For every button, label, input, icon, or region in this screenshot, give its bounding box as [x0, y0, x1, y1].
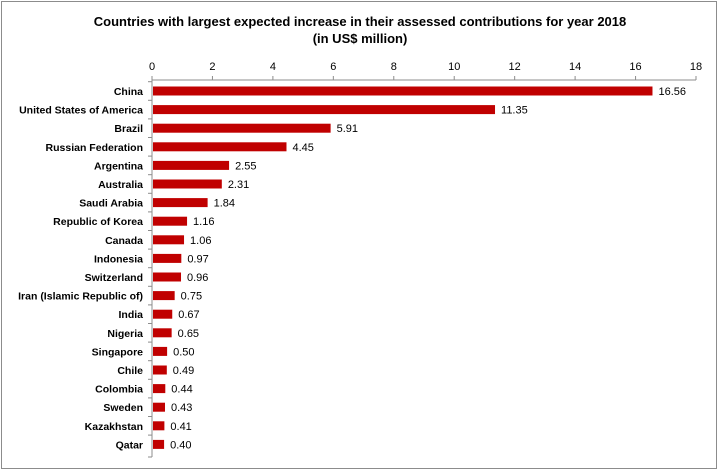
category-label: Canada [105, 235, 143, 247]
bar [153, 160, 230, 170]
x-tick-label: 2 [209, 61, 215, 73]
x-tick-label: 16 [629, 61, 641, 73]
data-label: 0.43 [171, 402, 192, 414]
data-label: 0.44 [171, 384, 192, 396]
data-label: 2.55 [235, 160, 256, 172]
data-label: 1.06 [190, 235, 211, 247]
category-label: Singapore [92, 346, 144, 358]
x-tick-label: 0 [149, 61, 155, 73]
data-label: 1.16 [193, 216, 214, 228]
data-label: 11.35 [501, 105, 528, 117]
data-label: 0.65 [178, 328, 199, 340]
bar [153, 346, 168, 356]
category-label: Kazakhstan [85, 421, 143, 433]
category-label: Iran (Islamic Republic of) [18, 291, 143, 303]
bar [153, 123, 331, 133]
category-label: Republic of Korea [53, 216, 143, 228]
x-tick-label: 6 [330, 61, 336, 73]
bar [153, 365, 167, 375]
bar [153, 216, 188, 226]
data-label: 16.56 [658, 86, 686, 98]
category-label: Brazil [114, 123, 143, 135]
x-tick-label: 12 [509, 61, 521, 73]
x-tick-label: 14 [569, 61, 581, 73]
data-label: 0.41 [170, 421, 191, 433]
bar [153, 328, 172, 338]
chart-title-block: Countries with largest expected increase… [0, 13, 720, 47]
bar [153, 142, 287, 152]
bar [153, 179, 222, 189]
bar [153, 384, 166, 394]
category-label: Switzerland [85, 272, 143, 284]
x-tick-label: 8 [391, 61, 397, 73]
data-label: 2.31 [228, 179, 249, 191]
bar [153, 105, 496, 115]
category-label: Qatar [116, 439, 143, 451]
category-label: Indonesia [94, 253, 143, 265]
category-label: Saudi Arabia [79, 198, 143, 210]
chart-subtitle: (in US$ million) [312, 31, 408, 46]
data-label: 4.45 [292, 142, 313, 154]
category-label: Australia [98, 179, 143, 191]
data-label: 0.96 [187, 272, 208, 284]
data-label: 0.75 [181, 291, 202, 303]
chart-title: Countries with largest expected increase… [93, 14, 627, 29]
category-label: Sweden [103, 402, 143, 414]
bar [153, 291, 175, 301]
data-label: 0.50 [173, 346, 194, 358]
bar [153, 253, 182, 263]
data-label: 5.91 [337, 123, 358, 135]
category-label: India [118, 309, 143, 321]
category-label: Russian Federation [46, 142, 143, 154]
data-label: 0.67 [178, 309, 199, 321]
bar [153, 272, 182, 282]
data-label: 0.49 [173, 365, 194, 377]
data-label: 0.40 [170, 439, 191, 451]
category-label: Argentina [94, 160, 143, 172]
bar [153, 198, 208, 208]
x-tick-label: 18 [690, 61, 702, 73]
x-tick-label: 4 [270, 61, 276, 73]
bar [153, 439, 165, 449]
x-tick-label: 10 [448, 61, 460, 73]
category-label: United States of America [19, 105, 143, 117]
category-label: Nigeria [107, 328, 143, 340]
category-label: China [114, 86, 143, 98]
data-label: 1.84 [214, 198, 235, 210]
data-label: 0.97 [187, 253, 208, 265]
category-label: Colombia [95, 384, 143, 396]
bar [153, 86, 653, 96]
bar [153, 309, 173, 319]
bar [153, 402, 165, 412]
bar [153, 421, 165, 431]
bar [153, 235, 185, 245]
category-label: Chile [117, 365, 143, 377]
